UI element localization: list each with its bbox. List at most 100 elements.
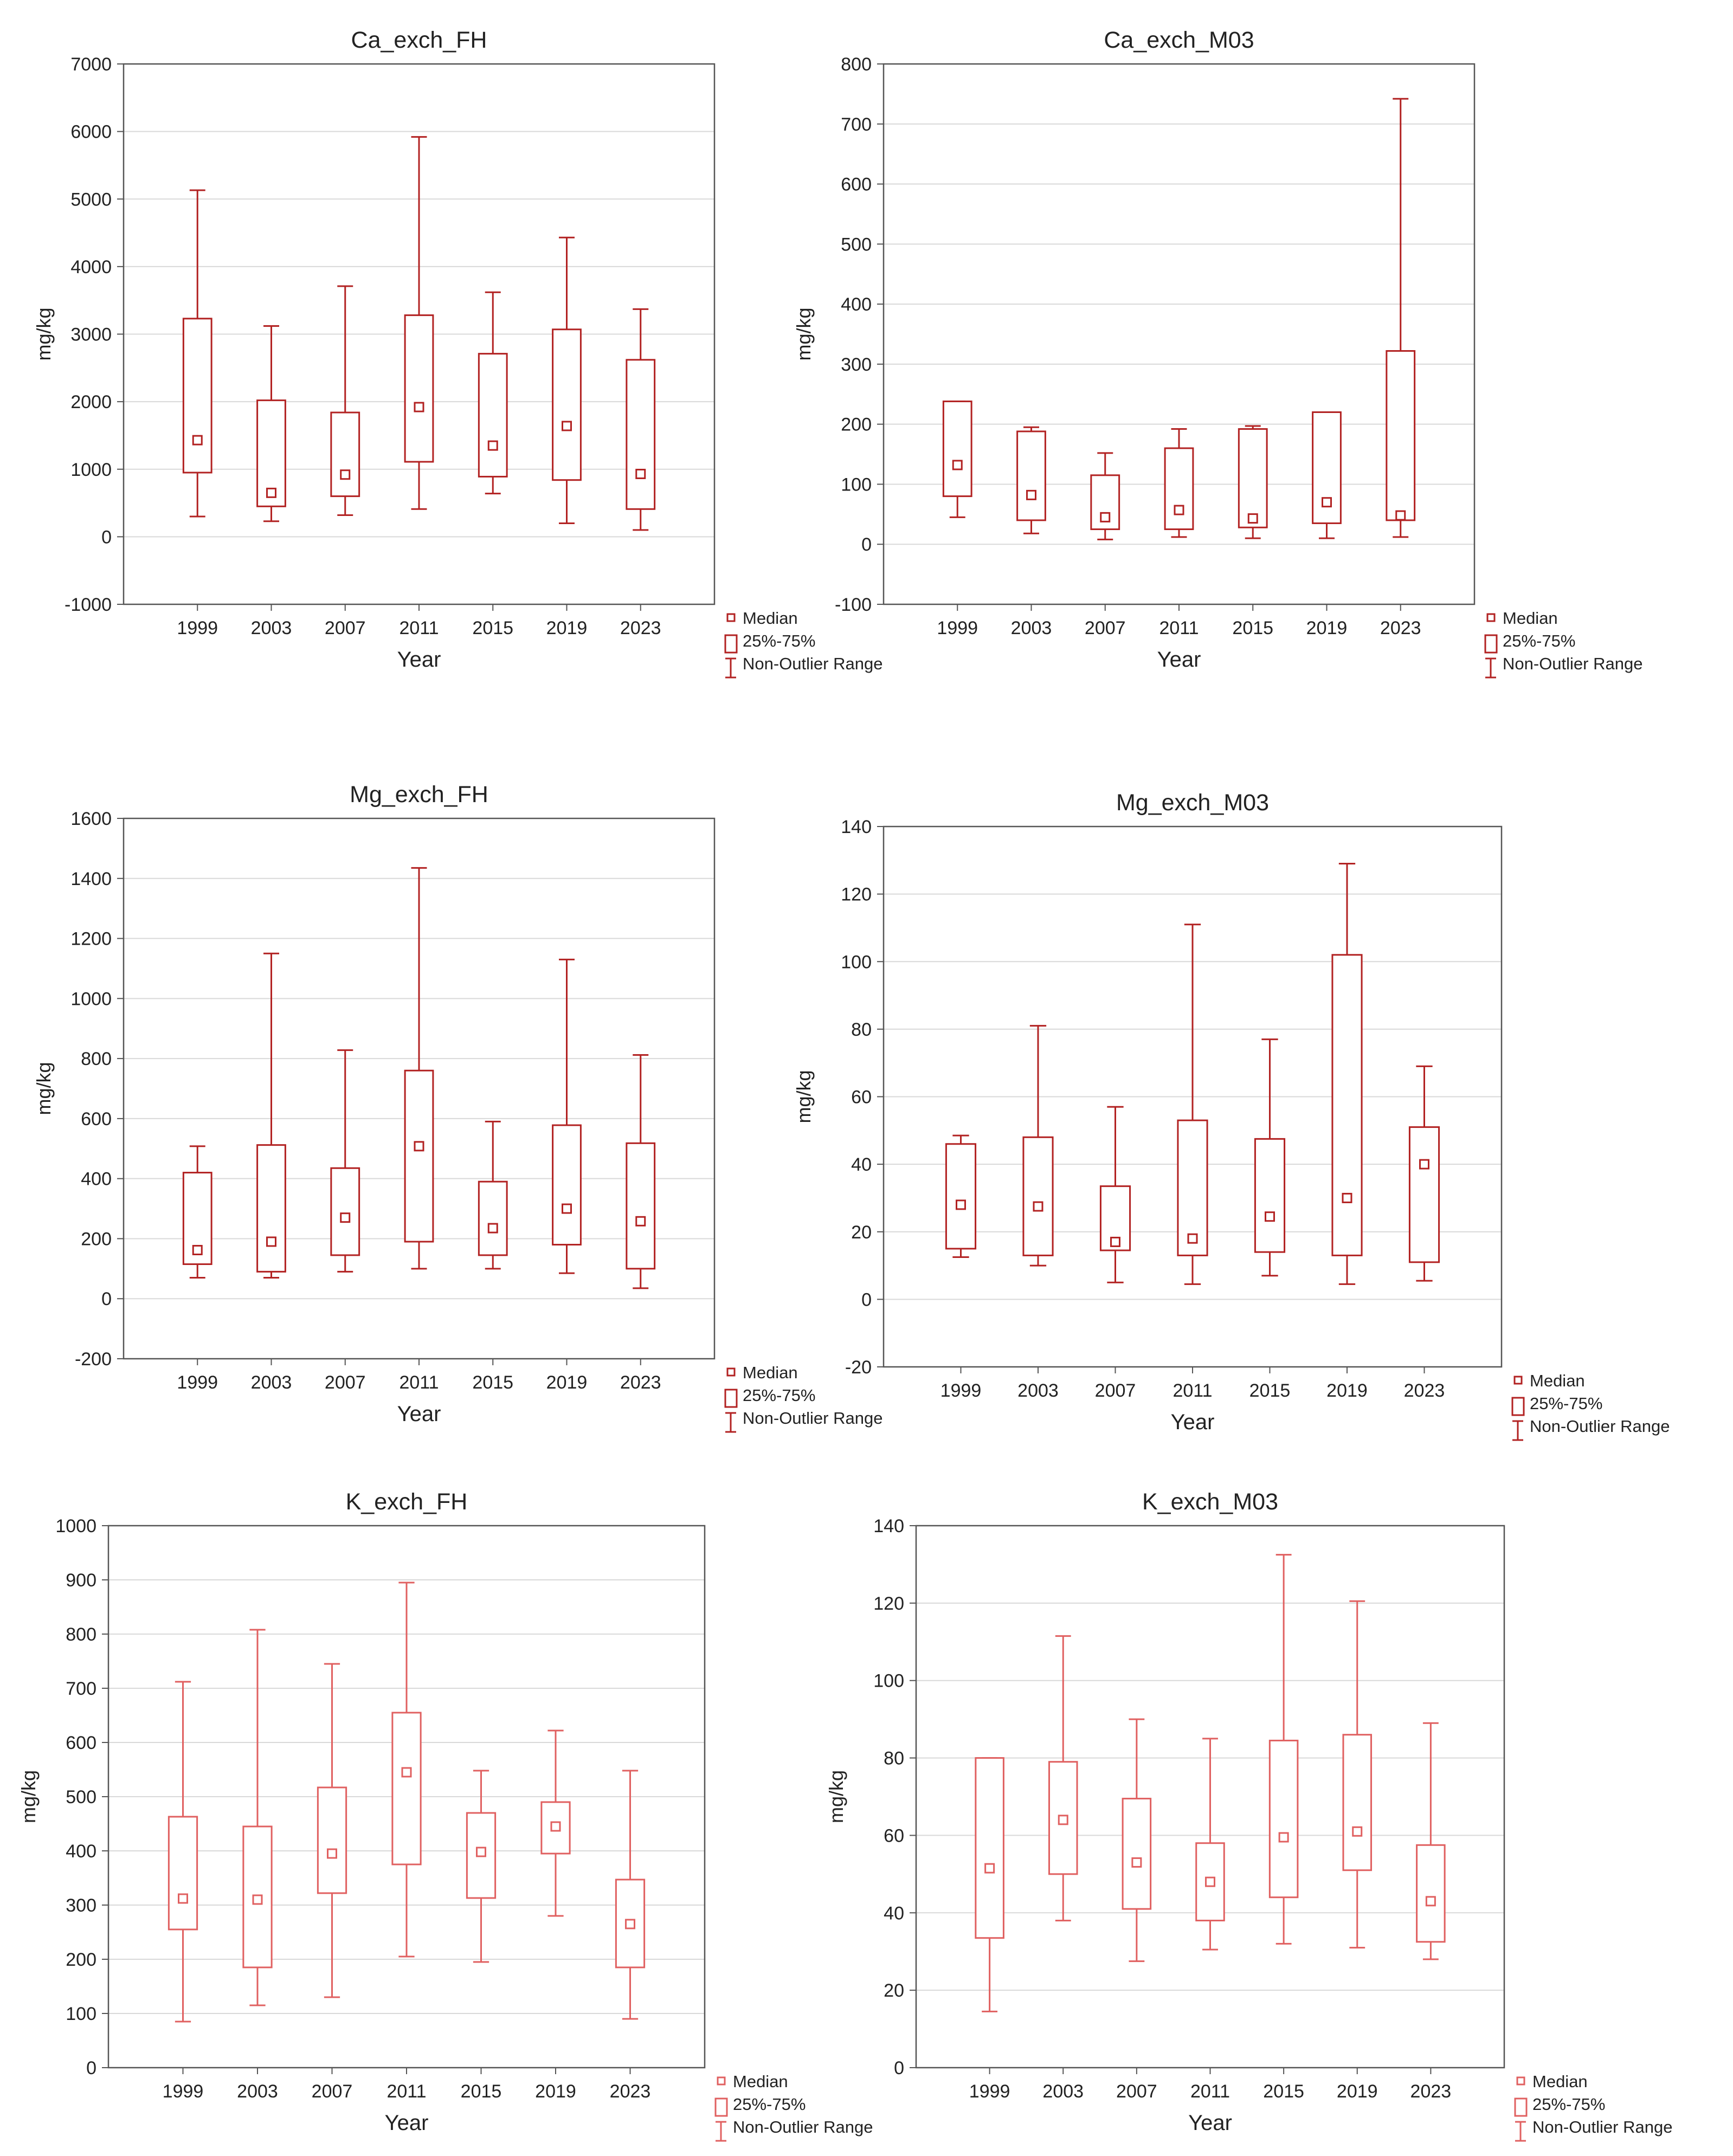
median-marker bbox=[178, 1893, 188, 1904]
chart-title: Ca_exch_M03 bbox=[1104, 27, 1254, 53]
box-2011 bbox=[391, 1582, 422, 1958]
median-marker bbox=[266, 1236, 276, 1247]
box-2003 bbox=[242, 1629, 273, 2006]
y-tick-label: 1600 bbox=[70, 809, 112, 829]
x-tick-label: 2011 bbox=[1172, 1380, 1212, 1401]
legend-box-label: 25%-75% bbox=[1503, 631, 1575, 650]
median-marker bbox=[625, 1919, 635, 1929]
median-marker bbox=[1342, 1192, 1352, 1203]
y-tick-label: 7000 bbox=[70, 54, 112, 75]
x-tick-label: 1999 bbox=[163, 2081, 204, 2102]
median-marker bbox=[984, 1863, 995, 1874]
iqr-box bbox=[1386, 350, 1416, 521]
median-marker bbox=[1026, 489, 1036, 500]
iqr-box bbox=[1016, 430, 1046, 521]
box-2015 bbox=[466, 1770, 497, 1963]
legend-median-label: Median bbox=[1532, 2072, 1588, 2091]
box-2023 bbox=[1386, 98, 1416, 538]
legend-median-label: Median bbox=[743, 609, 798, 628]
y-tick-label: 500 bbox=[841, 234, 872, 255]
y-axis-label: mg/kg bbox=[33, 1062, 55, 1115]
y-axis-label: mg/kg bbox=[793, 307, 815, 360]
median-marker bbox=[1110, 1236, 1120, 1247]
chart-ca_m03: Ca_exch_M03 -100 0 100 200 300 400 500 600 700 800… bbox=[793, 27, 1642, 679]
x-tick-label: 2011 bbox=[1159, 618, 1199, 638]
median-marker bbox=[192, 435, 203, 446]
x-tick-label: 2019 bbox=[1326, 1380, 1368, 1401]
box-2003 bbox=[1022, 1025, 1054, 1267]
chart-title: K_exch_M03 bbox=[1142, 1489, 1278, 1515]
median-marker bbox=[401, 1767, 412, 1778]
box-2011 bbox=[1195, 1738, 1225, 1951]
y-tick-label: -100 bbox=[835, 595, 872, 615]
y-tick-label: 40 bbox=[884, 1903, 904, 1923]
median-marker bbox=[252, 1894, 263, 1905]
chart-title: Ca_exch_FH bbox=[351, 27, 487, 53]
box-2019 bbox=[540, 1729, 571, 1917]
legend-range-label: Non-Outlier Range bbox=[733, 2118, 873, 2136]
y-tick-label: 100 bbox=[66, 2004, 96, 2024]
box-2023 bbox=[1416, 1722, 1446, 1960]
box-2015 bbox=[478, 291, 508, 495]
y-tick-label: 600 bbox=[66, 1733, 96, 1753]
y-tick-label: 1000 bbox=[55, 1516, 96, 1537]
y-tick-label: 5000 bbox=[70, 189, 112, 210]
x-tick-label: 2007 bbox=[1116, 2081, 1157, 2102]
chart-mg_fh: Mg_exch_FH-20002004006008001000120014001… bbox=[33, 782, 882, 1433]
median-marker bbox=[1425, 1896, 1436, 1907]
iqr-box bbox=[391, 1712, 422, 1865]
median-marker bbox=[414, 1141, 424, 1152]
x-tick-label: 1999 bbox=[940, 1380, 982, 1401]
chart-title: Mg_exch_FH bbox=[350, 782, 488, 808]
y-tick-label: 200 bbox=[841, 415, 872, 435]
iqr-box bbox=[1408, 1126, 1440, 1263]
box-2023 bbox=[626, 308, 656, 531]
x-tick-label: 2015 bbox=[472, 1372, 513, 1393]
x-tick-label: 2023 bbox=[610, 2081, 651, 2102]
y-tick-label: 1200 bbox=[70, 929, 112, 950]
y-tick-label: 700 bbox=[66, 1679, 96, 1699]
box-2019 bbox=[1331, 863, 1363, 1285]
y-tick-label: 1400 bbox=[70, 869, 112, 889]
iqr-box bbox=[975, 1757, 1004, 1939]
x-tick-label: 2019 bbox=[546, 1372, 588, 1393]
x-axis-label: Year bbox=[1171, 1410, 1215, 1434]
median-marker bbox=[327, 1848, 337, 1859]
x-tick-label: 2007 bbox=[325, 1372, 366, 1393]
x-tick-label: 2003 bbox=[1017, 1380, 1059, 1401]
box-2023 bbox=[1408, 1065, 1440, 1282]
y-tick-label: 6000 bbox=[70, 122, 112, 143]
median-marker bbox=[414, 402, 424, 412]
x-tick-label: 2003 bbox=[251, 618, 292, 638]
y-tick-label: 60 bbox=[851, 1087, 872, 1108]
iqr-box bbox=[1254, 1138, 1286, 1253]
iqr-box bbox=[317, 1786, 347, 1894]
legend-median-icon bbox=[1486, 613, 1496, 622]
median-marker bbox=[952, 460, 963, 470]
x-tick-label: 2011 bbox=[386, 2081, 426, 2102]
x-tick-label: 2007 bbox=[1095, 1380, 1136, 1401]
x-tick-label: 2023 bbox=[620, 1372, 661, 1393]
legend-range-label: Non-Outlier Range bbox=[1503, 654, 1642, 673]
y-axis-label: mg/kg bbox=[33, 307, 55, 360]
median-marker bbox=[956, 1199, 966, 1210]
x-tick-label: 2023 bbox=[1410, 2081, 1452, 2102]
x-axis-label: Year bbox=[1188, 2111, 1232, 2135]
x-tick-label: 2003 bbox=[1042, 2081, 1084, 2102]
y-tick-label: -1000 bbox=[65, 595, 112, 615]
y-tick-label: 0 bbox=[894, 2058, 904, 2078]
legend-box-icon bbox=[724, 634, 738, 654]
box-2015 bbox=[1254, 1038, 1286, 1277]
box-2023 bbox=[626, 1054, 656, 1289]
iqr-box bbox=[552, 1124, 582, 1246]
iqr-box bbox=[1122, 1798, 1152, 1910]
median-marker bbox=[1395, 510, 1406, 521]
median-marker bbox=[266, 487, 276, 498]
box-1999 bbox=[945, 1134, 977, 1258]
median-marker bbox=[487, 440, 498, 451]
y-tick-label: 800 bbox=[81, 1049, 112, 1069]
iqr-box bbox=[1331, 954, 1363, 1256]
y-tick-label: 300 bbox=[66, 1895, 96, 1916]
legend-median-label: Median bbox=[1530, 1371, 1585, 1390]
